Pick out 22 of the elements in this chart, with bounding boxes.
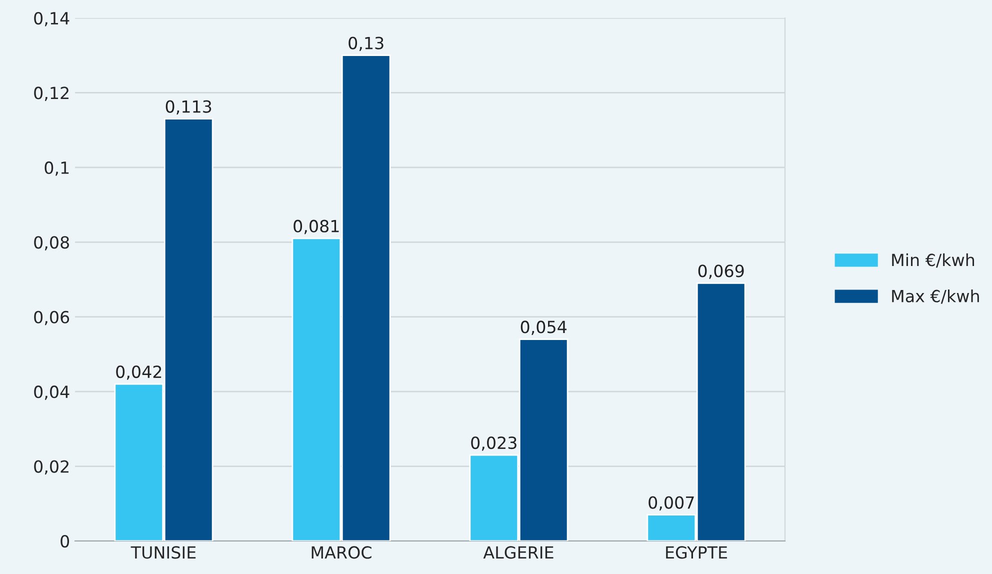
legend-label: Max €/kwh — [892, 290, 979, 304]
x-tick-label: EGYPTE — [666, 546, 727, 559]
y-tick-label: 0,14 — [34, 12, 70, 26]
y-tick-label: 0,08 — [34, 236, 69, 250]
data-label: 0,081 — [294, 220, 339, 234]
y-tick-label: 0,1 — [44, 161, 69, 176]
data-label: 0,113 — [166, 100, 212, 115]
x-tick-label: ALGERIE — [483, 546, 554, 559]
y-tick-label: 0,12 — [34, 86, 68, 101]
legend-label: Min €/kwh — [892, 253, 974, 268]
data-label: 0,023 — [471, 436, 516, 451]
y-tick-label: 0,02 — [34, 460, 68, 475]
y-tick-label: 0 — [60, 534, 70, 548]
x-tick-label: TUNISIE — [130, 546, 196, 559]
data-label: 0,007 — [648, 496, 694, 511]
data-label: 0,13 — [348, 36, 384, 52]
y-tick-label: 0,06 — [34, 310, 70, 326]
data-label: 0,042 — [116, 365, 162, 380]
y-tick-label: 0,04 — [34, 386, 70, 400]
data-label: 0,054 — [520, 320, 567, 335]
x-tick-label: MAROC — [312, 546, 372, 559]
data-label: 0,069 — [698, 264, 744, 279]
